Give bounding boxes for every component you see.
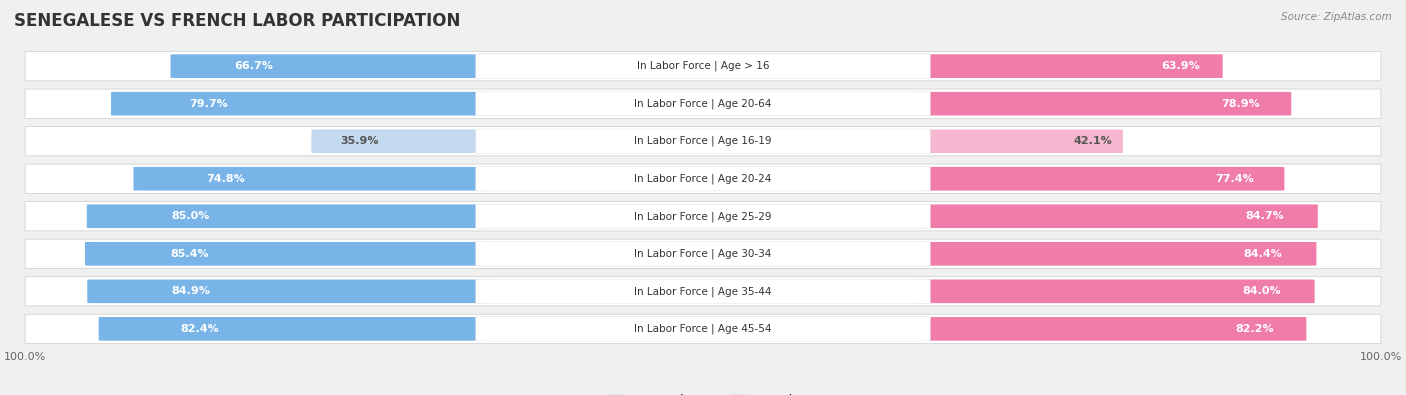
FancyBboxPatch shape (87, 205, 489, 228)
FancyBboxPatch shape (25, 201, 1381, 231)
FancyBboxPatch shape (111, 92, 489, 115)
Text: 84.9%: 84.9% (172, 286, 211, 296)
FancyBboxPatch shape (917, 92, 1291, 115)
Text: 42.1%: 42.1% (1074, 136, 1112, 146)
Text: 78.9%: 78.9% (1222, 99, 1260, 109)
Text: 35.9%: 35.9% (340, 136, 378, 146)
Text: 84.4%: 84.4% (1244, 249, 1282, 259)
FancyBboxPatch shape (134, 167, 489, 190)
FancyBboxPatch shape (917, 130, 1123, 153)
FancyBboxPatch shape (311, 130, 489, 153)
Text: In Labor Force | Age 20-64: In Labor Force | Age 20-64 (634, 98, 772, 109)
Text: In Labor Force | Age 30-34: In Labor Force | Age 30-34 (634, 248, 772, 259)
FancyBboxPatch shape (25, 164, 1381, 194)
FancyBboxPatch shape (917, 280, 1315, 303)
Text: In Labor Force | Age 20-24: In Labor Force | Age 20-24 (634, 173, 772, 184)
Text: 85.4%: 85.4% (170, 249, 209, 259)
FancyBboxPatch shape (87, 280, 489, 303)
FancyBboxPatch shape (917, 205, 1317, 228)
Text: In Labor Force | Age 35-44: In Labor Force | Age 35-44 (634, 286, 772, 297)
FancyBboxPatch shape (917, 55, 1223, 78)
FancyBboxPatch shape (475, 279, 931, 303)
FancyBboxPatch shape (25, 89, 1381, 118)
FancyBboxPatch shape (475, 129, 931, 153)
FancyBboxPatch shape (25, 51, 1381, 81)
FancyBboxPatch shape (475, 167, 931, 191)
FancyBboxPatch shape (475, 54, 931, 78)
FancyBboxPatch shape (917, 317, 1306, 340)
Text: 82.4%: 82.4% (180, 324, 219, 334)
FancyBboxPatch shape (170, 55, 489, 78)
FancyBboxPatch shape (475, 204, 931, 228)
Text: In Labor Force | Age > 16: In Labor Force | Age > 16 (637, 61, 769, 71)
Text: 85.0%: 85.0% (172, 211, 209, 221)
FancyBboxPatch shape (98, 317, 489, 340)
FancyBboxPatch shape (917, 242, 1316, 265)
Text: In Labor Force | Age 16-19: In Labor Force | Age 16-19 (634, 136, 772, 147)
Text: In Labor Force | Age 45-54: In Labor Force | Age 45-54 (634, 324, 772, 334)
Text: In Labor Force | Age 25-29: In Labor Force | Age 25-29 (634, 211, 772, 222)
Text: 66.7%: 66.7% (235, 61, 273, 71)
Text: 82.2%: 82.2% (1234, 324, 1274, 334)
FancyBboxPatch shape (475, 242, 931, 266)
Text: 63.9%: 63.9% (1161, 61, 1201, 71)
Text: 84.0%: 84.0% (1243, 286, 1281, 296)
FancyBboxPatch shape (25, 314, 1381, 344)
FancyBboxPatch shape (475, 92, 931, 116)
Text: 79.7%: 79.7% (190, 99, 228, 109)
FancyBboxPatch shape (25, 126, 1381, 156)
Text: SENEGALESE VS FRENCH LABOR PARTICIPATION: SENEGALESE VS FRENCH LABOR PARTICIPATION (14, 12, 460, 30)
FancyBboxPatch shape (25, 276, 1381, 306)
FancyBboxPatch shape (25, 239, 1381, 269)
FancyBboxPatch shape (84, 242, 489, 265)
Text: 84.7%: 84.7% (1246, 211, 1284, 221)
Text: 77.4%: 77.4% (1216, 174, 1254, 184)
FancyBboxPatch shape (917, 167, 1285, 190)
Legend: Senegalese, French: Senegalese, French (609, 394, 797, 395)
Text: 74.8%: 74.8% (207, 174, 245, 184)
FancyBboxPatch shape (475, 317, 931, 341)
Text: Source: ZipAtlas.com: Source: ZipAtlas.com (1281, 12, 1392, 22)
